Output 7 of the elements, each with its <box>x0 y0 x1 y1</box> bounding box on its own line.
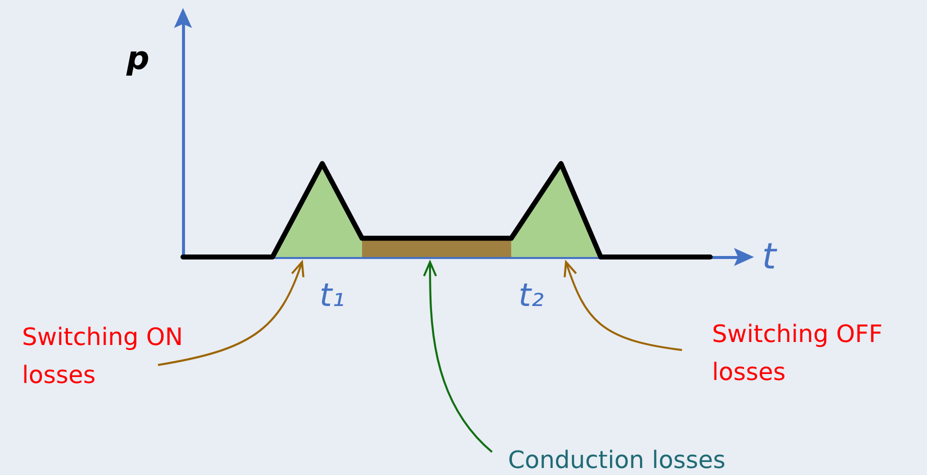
x-tick-label: t₁ <box>320 276 345 314</box>
y-axis-title: p <box>126 39 150 77</box>
x-tick-label: t₂ <box>518 276 544 314</box>
text: Conduction losses <box>508 446 726 474</box>
text: Switching ON losses <box>22 323 183 389</box>
x-axis-title: t <box>762 236 778 278</box>
text: Switching OFF losses <box>712 320 883 386</box>
